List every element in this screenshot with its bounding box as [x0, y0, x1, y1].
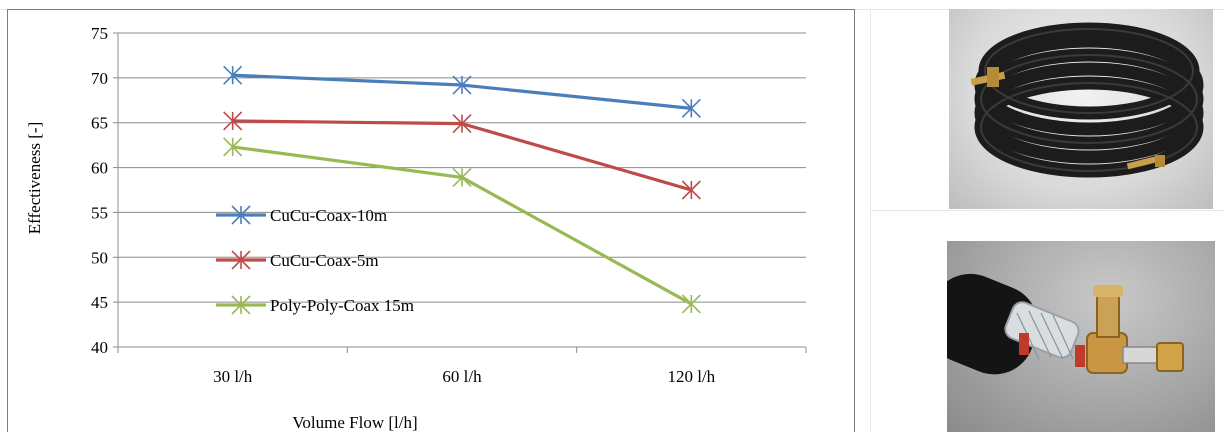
series-layer [223, 65, 701, 314]
chart-area: 40 45 50 55 60 65 70 75 30 l/h 60 l/h 120 l/h CuCu… [7, 9, 855, 432]
y-tick-label: 70 [91, 69, 108, 88]
data-point [223, 65, 243, 85]
data-point [223, 111, 243, 131]
photo-divider [870, 210, 1225, 211]
axis-layer: 40 45 50 55 60 65 70 75 30 l/h 60 l/h 120 l/h [91, 24, 807, 386]
data-point [681, 180, 701, 200]
line-chart: 40 45 50 55 60 65 70 75 30 l/h 60 l/h 120 l/h CuCu… [25, 24, 807, 432]
data-point [681, 98, 701, 118]
x-tick-label: 120 l/h [667, 367, 715, 386]
x-axis-title: Volume Flow [l/h] [292, 413, 417, 432]
y-axis-title: Effectiveness [-] [25, 122, 44, 235]
y-tick-label: 65 [91, 114, 108, 133]
data-point [452, 75, 472, 95]
legend-marker [231, 250, 251, 270]
data-point [681, 294, 701, 314]
y-tick-label: 60 [91, 159, 108, 178]
y-tick-label: 75 [91, 24, 108, 43]
y-tick-label: 45 [91, 293, 108, 312]
legend-label: CuCu-Coax-10m [270, 206, 387, 225]
data-point [452, 114, 472, 134]
legend-label: CuCu-Coax-5m [270, 251, 379, 270]
coiled-coax-tube-photo [949, 9, 1213, 209]
legend-marker [231, 295, 251, 315]
legend-label: Poly-Poly-Coax 15m [270, 296, 414, 315]
data-point [223, 137, 243, 157]
panel-divider [870, 9, 871, 432]
coax-connector-photo [947, 241, 1215, 432]
y-tick-label: 50 [91, 248, 108, 267]
legend-layer: CuCu-Coax-10m CuCu-Coax-5m Poly-Poly-Coax … [216, 205, 414, 315]
y-tick-label: 55 [91, 203, 108, 222]
legend-marker [231, 205, 251, 225]
x-tick-label: 30 l/h [213, 367, 253, 386]
data-point [452, 167, 472, 188]
x-tick-label: 60 l/h [442, 367, 482, 386]
y-tick-label: 40 [91, 338, 108, 357]
